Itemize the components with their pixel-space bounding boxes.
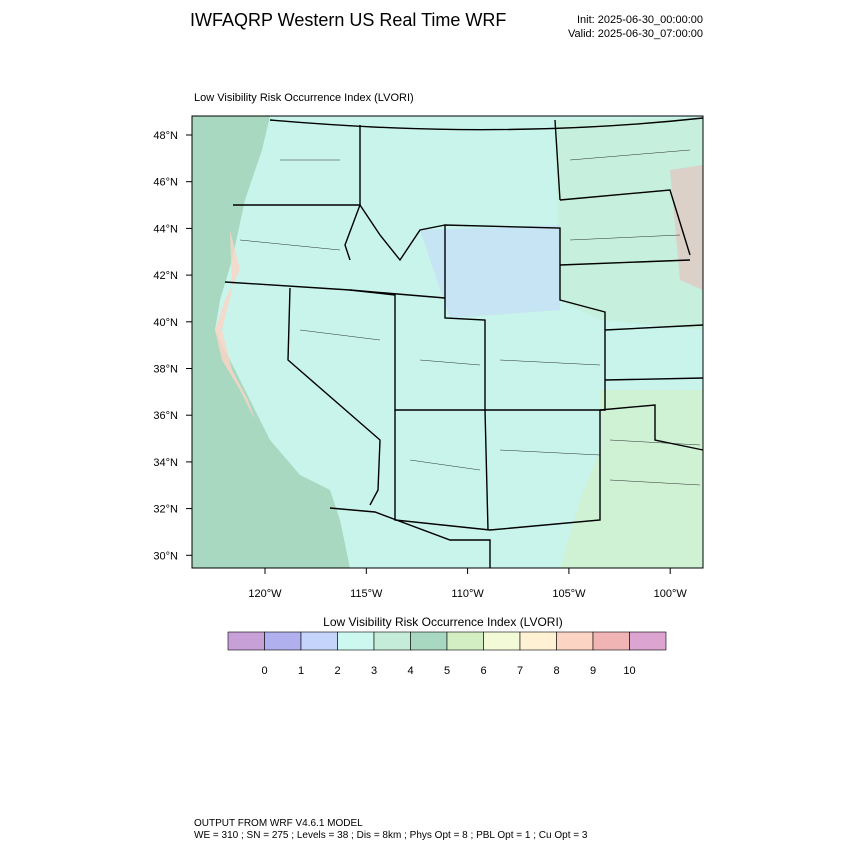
colorbar-box [264, 631, 302, 651]
footer-line: WE = 310 ; SN = 275 ; Levels = 38 ; Dis … [194, 830, 588, 841]
lat-label: 46°N [153, 177, 178, 189]
colorbar-box [592, 631, 630, 651]
colorbar-box [227, 631, 265, 651]
colorbar-label: 1 [298, 665, 304, 677]
lat-label: 40°N [153, 317, 178, 329]
lat-label: 42°N [153, 270, 178, 282]
colorbar-label: 2 [334, 665, 340, 677]
colorbar-label: 7 [517, 665, 523, 677]
lon-label: 120°W [248, 588, 282, 600]
map [191, 115, 704, 569]
map-frame [191, 115, 704, 569]
colorbar-box [337, 631, 375, 651]
colorbar-box [556, 631, 594, 651]
init-time: Init: 2025-06-30_00:00:00 [577, 14, 703, 26]
footer-line: OUTPUT FROM WRF V4.6.1 MODEL [194, 818, 363, 829]
lat-label: 30°N [153, 550, 178, 562]
lat-label: 38°N [153, 364, 178, 376]
lon-label: 115°W [350, 588, 383, 600]
colorbar-label: 0 [261, 665, 267, 677]
colorbar-box [300, 631, 338, 651]
colorbar-box [373, 631, 411, 651]
lat-label: 34°N [153, 457, 178, 469]
colorbar-label: 3 [371, 665, 377, 677]
valid-time: Valid: 2025-06-30_07:00:00 [568, 28, 703, 40]
colorbar-title: Low Visibility Risk Occurrence Index (LV… [323, 615, 563, 629]
lon-label: 110°W [451, 588, 484, 600]
lat-label: 32°N [153, 504, 178, 516]
colorbar-label: 4 [407, 665, 413, 677]
region [420, 225, 560, 318]
colorbar-label: 5 [444, 665, 450, 677]
map-title: Low Visibility Risk Occurrence Index (LV… [194, 92, 414, 104]
colorbar-box [483, 631, 521, 651]
state-borders [224, 117, 704, 568]
lon-label: 105°W [552, 588, 586, 600]
lat-label: 36°N [153, 410, 178, 422]
region [560, 390, 703, 568]
colorbar-label: 9 [590, 665, 596, 677]
lat-label: 44°N [153, 223, 178, 235]
colorbar-label: 10 [623, 665, 635, 677]
region [555, 118, 703, 330]
colorbar-box [446, 631, 484, 651]
title: IWFAQRP Western US Real Time WRF [190, 10, 506, 30]
region [670, 165, 703, 290]
colorbar-label: 6 [480, 665, 486, 677]
colorbar-box [410, 631, 448, 651]
coast-risk [215, 230, 255, 420]
lon-label: 100°W [654, 588, 688, 600]
lat-label: 48°N [153, 130, 178, 142]
colorbar-box [519, 631, 557, 651]
ocean [192, 116, 350, 568]
colorbar-label: 8 [553, 665, 559, 677]
colorbar-box [629, 631, 667, 651]
